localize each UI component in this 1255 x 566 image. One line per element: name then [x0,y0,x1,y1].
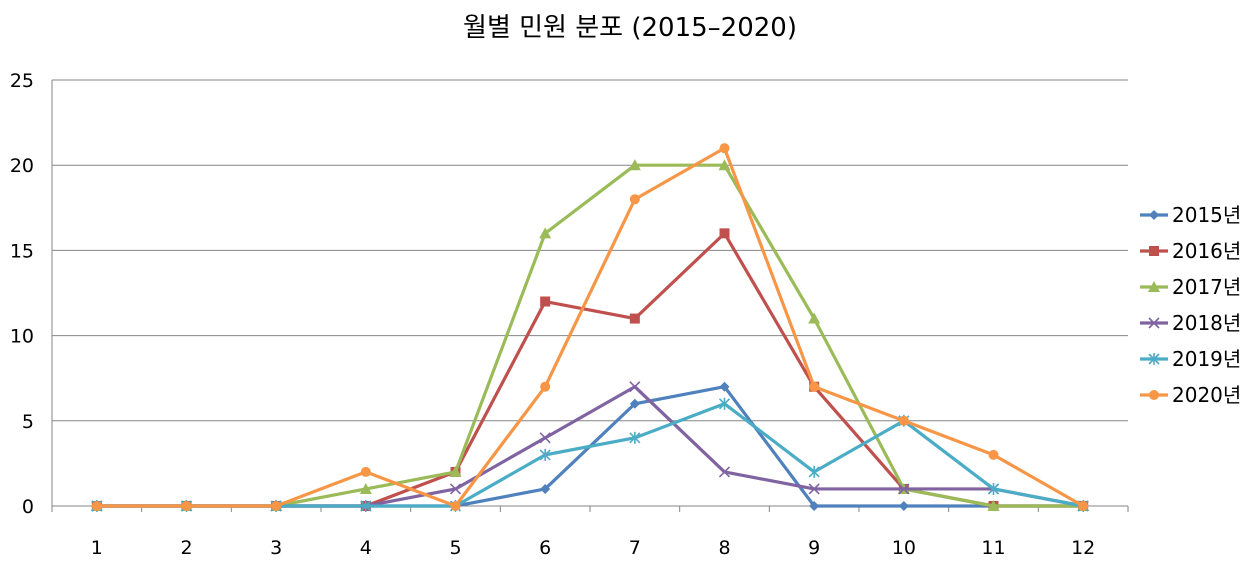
x-tick-label: 8 [718,537,730,559]
data-point [808,312,821,324]
data-point [359,482,372,494]
data-point [718,159,731,171]
y-tick-label: 15 [10,240,34,262]
legend-item: 2016년 [1140,239,1241,263]
data-point [719,381,730,392]
legend-label: 2016년 [1172,239,1241,263]
data-point [540,381,551,392]
data-point [540,296,551,307]
data-point [539,448,551,461]
data-point [809,501,820,511]
x-tick-label: 5 [449,537,461,559]
series-group [90,143,1090,512]
x-tick-label: 10 [892,537,916,559]
data-point [449,465,462,477]
legend-item: 2018년 [1140,311,1241,335]
x-tick-label: 2 [180,537,192,559]
data-point [450,501,461,511]
data-point [360,466,371,477]
legend-marker [1148,281,1160,292]
data-point [629,194,640,205]
legend-label: 2017년 [1172,275,1241,299]
data-point [718,466,731,478]
x-tick-label: 9 [808,537,820,559]
data-point [181,501,192,511]
series-2017년 [90,159,1090,511]
data-point [987,482,1000,495]
x-tick-label: 11 [981,537,1005,559]
data-point [898,415,909,426]
chart-title: 월별 민원 분포 (2015–2020) [463,13,797,43]
legend-item: 2015년 [1140,203,1241,227]
series-2020년 [91,143,1089,511]
series-line [96,231,1084,508]
grid-lines [52,79,1128,422]
legend-marker [1148,317,1160,329]
legend-marker [1149,210,1159,220]
data-point [809,381,820,392]
x-tick-label: 12 [1071,537,1095,559]
data-point [719,228,730,239]
data-point [91,501,102,511]
x-tick-label: 3 [270,537,282,559]
data-point [988,449,999,460]
data-point [628,159,641,171]
data-point [1078,501,1089,511]
legend-label: 2019년 [1172,347,1241,371]
data-point [719,143,730,154]
data-point [360,500,372,512]
x-tick-label: 6 [539,537,551,559]
y-tick-label: 5 [22,411,34,433]
legend: 2015년 2016년 2017년 2018년 2019년 2020년 [1140,203,1241,407]
data-point [449,483,462,495]
y-tick-label: 0 [22,496,34,518]
series-line [96,402,1084,508]
data-point [629,398,640,409]
y-tick-label: 25 [10,70,34,92]
legend-marker [1148,353,1160,365]
data-point [898,501,909,511]
x-tick-label: 1 [91,537,103,559]
y-tick-label: 20 [10,155,34,177]
legend-label: 2020년 [1172,383,1241,407]
series-line [96,146,1084,508]
data-point [808,483,820,495]
legend-item: 2020년 [1140,383,1241,407]
data-point [540,483,551,494]
data-point [629,313,640,324]
x-tick-label: 7 [629,537,641,559]
data-point [539,227,552,239]
data-point [629,431,641,444]
data-point [718,397,731,410]
legend-marker [1149,246,1159,256]
data-point [808,465,820,478]
y-tick-label: 10 [10,326,34,348]
legend-item: 2019년 [1140,347,1241,371]
series-2016년 [91,228,1089,511]
data-point [539,432,551,444]
data-point [987,500,1000,511]
legend-label: 2018년 [1172,311,1241,335]
data-point [629,381,641,393]
data-point [271,501,282,511]
legend-marker [1149,390,1159,400]
data-point [898,483,910,495]
legend-item: 2017년 [1140,275,1241,299]
x-tick-label: 4 [360,537,372,559]
legend-label: 2015년 [1172,203,1241,227]
